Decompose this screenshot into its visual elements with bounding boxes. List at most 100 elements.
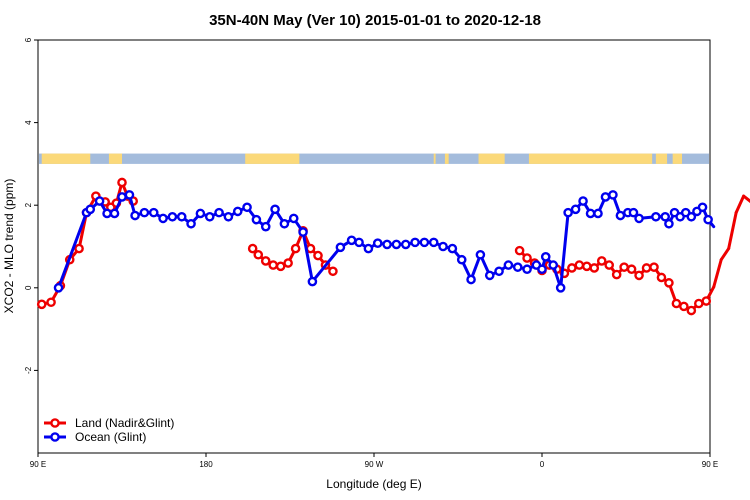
data-point [512, 262, 523, 272]
data-point [158, 213, 168, 224]
data-point [466, 274, 476, 285]
series-line-segment [734, 194, 746, 215]
strip-land-segment [433, 153, 436, 164]
x-tick-label: 90 W [365, 460, 384, 469]
series-line-segment [742, 194, 750, 203]
data-point [563, 207, 573, 218]
data-point [634, 213, 644, 224]
x-tick-label: 90 E [30, 460, 46, 469]
legend-marker [50, 418, 60, 428]
y-axis-label: XCO2 - MLO trend (ppm) [2, 179, 16, 314]
data-point [611, 269, 622, 280]
data-point [585, 208, 596, 219]
data-point [626, 264, 637, 275]
data-point [117, 177, 127, 188]
data-point [615, 210, 626, 221]
series-line-segment [310, 245, 342, 284]
data-point [548, 260, 559, 270]
data-point [428, 237, 439, 248]
series-line-segment [727, 211, 738, 251]
strip-land-segment [672, 153, 682, 164]
data-point [214, 207, 224, 218]
data-point [649, 262, 659, 272]
data-point [701, 296, 712, 306]
data-point [660, 211, 671, 222]
axes: 90 E 180 90 W 0 90 E -2 0 2 4 6 [24, 37, 718, 469]
y-tick-label: 0 [24, 285, 33, 290]
data-point [382, 239, 392, 250]
data-point [679, 301, 689, 312]
data-point [391, 239, 402, 250]
data-point [372, 238, 383, 248]
data-point [232, 206, 243, 217]
data-point [204, 211, 215, 222]
data-point [410, 237, 420, 248]
data-point [582, 261, 592, 272]
data-point [447, 243, 458, 254]
data-point [600, 192, 611, 202]
data-point [664, 218, 674, 229]
strip-ocean [39, 153, 709, 164]
data-point [253, 249, 264, 260]
series-line-segment [712, 258, 723, 289]
data-point [537, 264, 547, 275]
data-point [522, 264, 532, 275]
data-point [290, 243, 301, 254]
data-point [279, 218, 290, 229]
data-point [283, 258, 293, 268]
data-point [400, 239, 411, 250]
data-point [604, 260, 615, 270]
data-point [578, 196, 588, 206]
data-point [438, 241, 448, 252]
data-point [484, 270, 495, 281]
data-point [275, 261, 286, 272]
data-point [628, 207, 639, 218]
data-point [117, 192, 127, 202]
strip-land-segment [41, 153, 91, 164]
data-point [85, 204, 96, 215]
y-tick-label: 4 [24, 120, 33, 125]
data-point [664, 278, 674, 288]
legend-entry-label: Ocean (Glint) [75, 430, 146, 444]
data-point [167, 211, 178, 222]
data-point [671, 298, 682, 309]
data-point [223, 211, 234, 222]
data-point [419, 237, 430, 248]
data-point [176, 211, 187, 222]
x-tick-label: 0 [540, 460, 545, 469]
data-point [346, 235, 357, 246]
data-point [298, 227, 308, 237]
strip-land-segment [655, 153, 668, 164]
data-point [363, 243, 374, 254]
series-line-segment [301, 230, 314, 284]
data-point [148, 207, 159, 218]
data-point [124, 190, 135, 200]
data-point [260, 221, 271, 232]
data-point [456, 254, 467, 265]
series-line-segment [719, 247, 731, 262]
data-point [130, 210, 140, 221]
data-point [589, 263, 600, 273]
data-point [102, 208, 112, 219]
data-point [186, 218, 196, 229]
legend-marker [50, 432, 60, 442]
data-point [608, 190, 618, 200]
x-axis-label: Longitude (deg E) [326, 477, 421, 491]
data-point [503, 260, 514, 270]
data-point [109, 208, 120, 219]
legend-entry-label: Land (Nadir&Glint) [75, 416, 174, 430]
data-point [313, 250, 323, 261]
data-point [567, 263, 577, 273]
data-point [195, 208, 206, 219]
land-ocean-strip [39, 153, 709, 164]
data-point [74, 243, 84, 254]
data-point [634, 270, 644, 281]
data-point [522, 253, 532, 263]
data-point [475, 249, 486, 260]
x-tick-label: 90 E [702, 460, 718, 469]
data-point [656, 272, 667, 283]
data-point [268, 260, 279, 270]
series-ocean [53, 190, 716, 293]
data-point [686, 211, 697, 222]
